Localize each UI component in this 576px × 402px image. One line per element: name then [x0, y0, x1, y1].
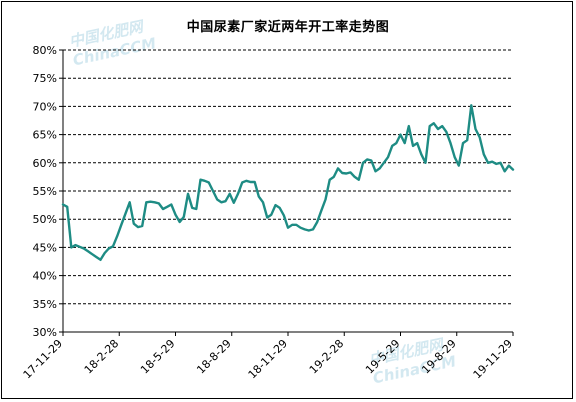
x-tick-label: 19-8-29 — [419, 337, 459, 377]
x-tick-label: 19-2-28 — [307, 337, 347, 377]
x-tick-label: 17-11-29 — [21, 337, 66, 382]
y-tick-label: 55% — [33, 185, 57, 198]
y-axis-ticks: 30% 35% 40% 45% 50% 55% 60% 65% 70% 75% 80% — [33, 44, 63, 339]
x-tick-label: 18-11-29 — [246, 337, 291, 382]
y-tick-label: 75% — [33, 72, 57, 85]
gridlines — [63, 49, 513, 305]
x-axis-ticks: 17-11-29 18-2-28 18-5-29 18-8-29 18-11-29 19-… — [21, 332, 516, 382]
y-tick-label: 70% — [33, 100, 57, 113]
y-tick-label: 80% — [33, 44, 57, 57]
x-tick-label: 18-8-29 — [194, 337, 234, 377]
x-tick-label: 18-5-29 — [138, 337, 178, 377]
y-tick-label: 60% — [33, 157, 57, 170]
y-tick-label: 35% — [33, 298, 57, 311]
y-tick-label: 40% — [33, 270, 57, 283]
y-tick-label: 45% — [33, 241, 57, 254]
x-tick-label: 19-5-29 — [363, 337, 403, 377]
y-tick-label: 30% — [33, 326, 57, 339]
y-tick-label: 50% — [33, 213, 57, 226]
x-tick-label: 19-11-29 — [471, 337, 516, 382]
series-layer — [61, 104, 515, 261]
chart-title: 中国尿素厂家近两年开工率走势图 — [186, 20, 390, 35]
series-line — [61, 104, 515, 261]
x-tick-label: 18-2-28 — [82, 337, 122, 377]
y-tick-label: 65% — [33, 129, 57, 142]
